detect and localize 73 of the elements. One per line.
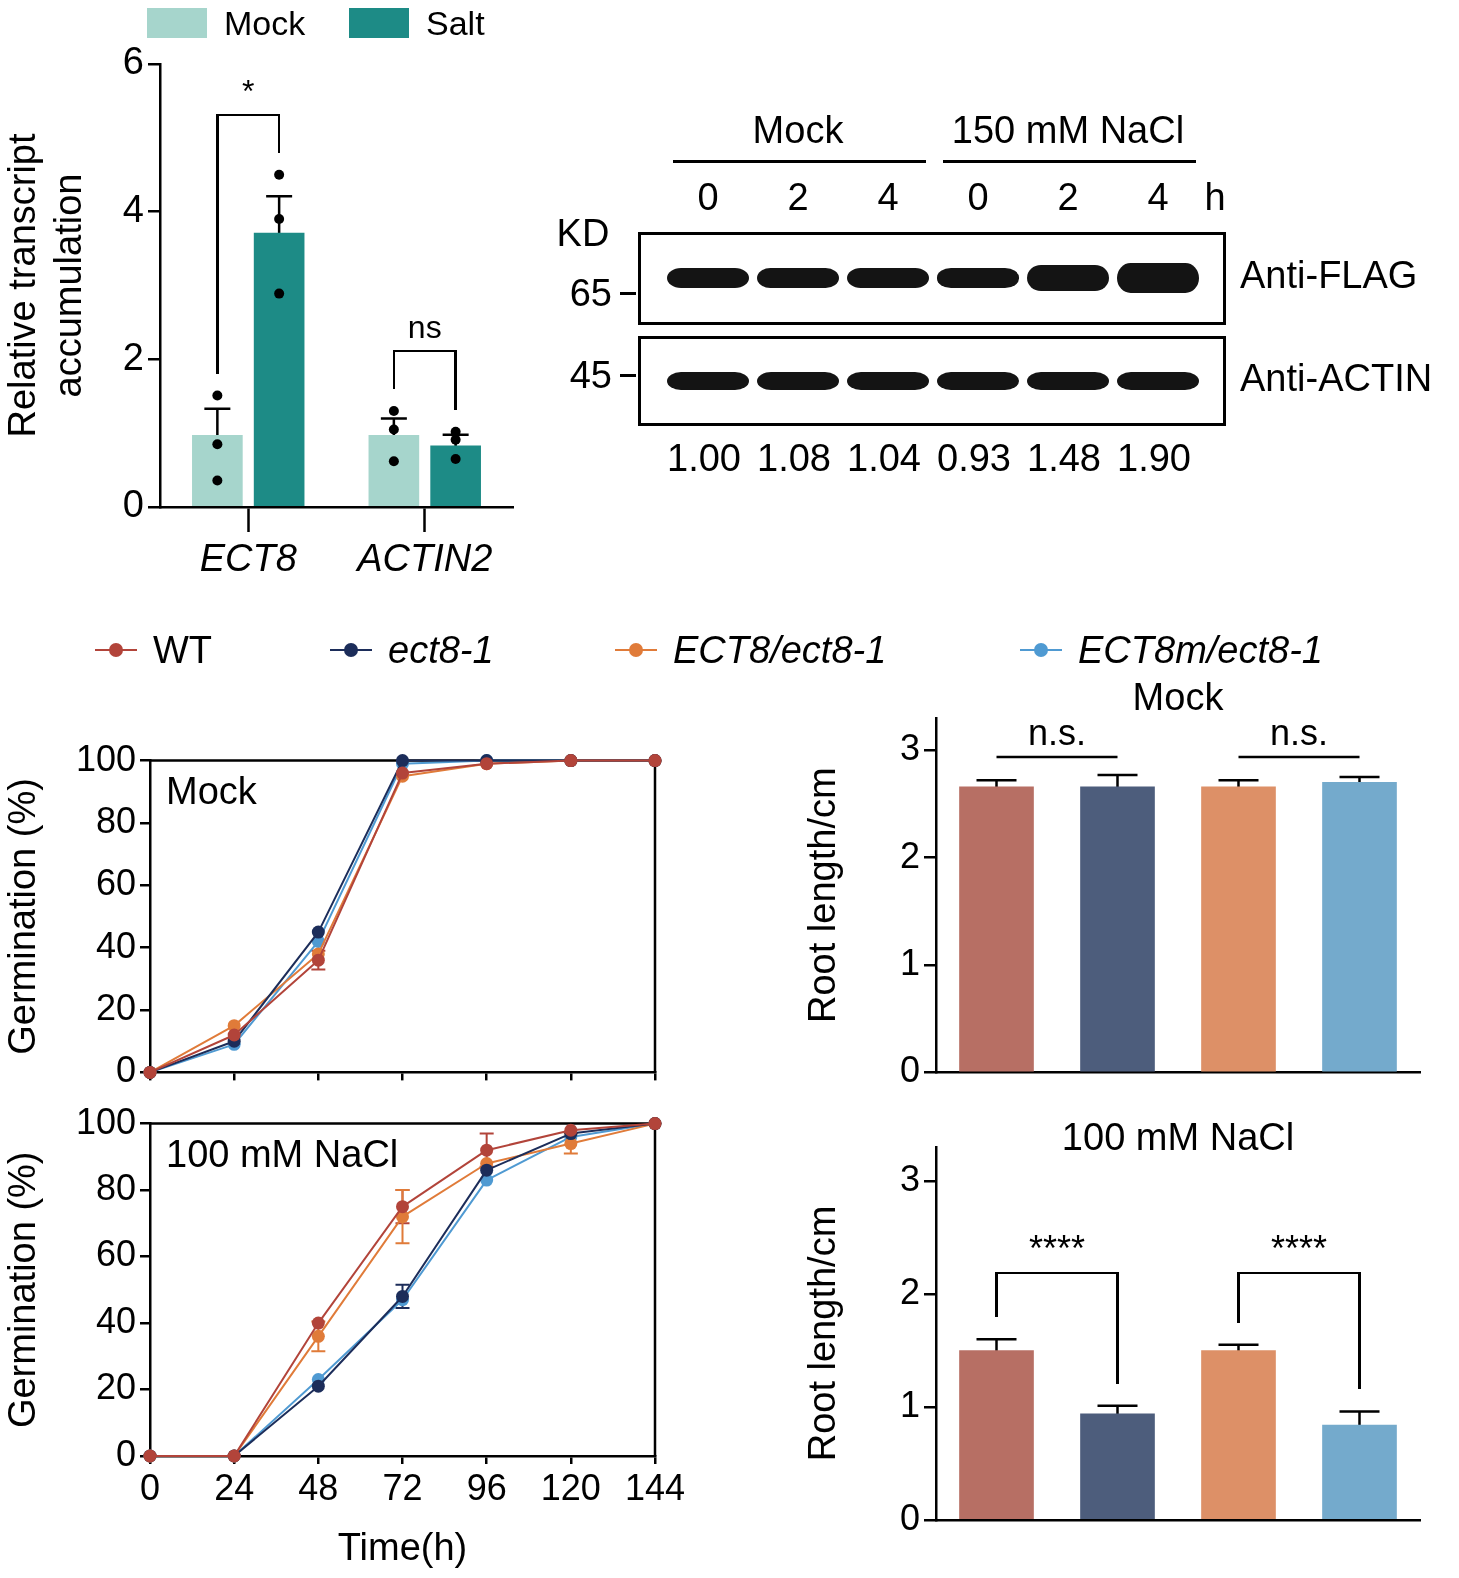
legend-label: Mock [224,4,306,42]
category-label: 2 [1057,176,1079,218]
text: 65 [569,272,612,314]
y-tick-label: 80 [95,799,136,841]
data-label: 1.90 [1117,437,1191,479]
chart-title: Mock [1132,676,1225,719]
x-tick-label: ECT8 [199,537,297,580]
data-label: 1.08 [757,437,831,479]
text: 45 [569,354,612,396]
category-label: 0 [697,176,719,218]
y-tick-label: 20 [95,986,136,1028]
category-label: 4 [1147,176,1169,218]
y-tick-label: 0 [115,1432,136,1474]
text: 150 mM NaCl [951,109,1185,151]
text: Mock [752,109,844,151]
legend-label: ect8-1 [388,629,494,671]
y-tick-label: 0 [899,1496,920,1538]
x-tick-label: 72 [382,1466,423,1508]
x-tick-label: 24 [214,1466,255,1508]
y-tick-label: 0 [115,1049,136,1091]
y-axis-title: Germination (%) [1,1151,44,1429]
data-label: 1.00 [667,437,741,479]
y-tick-label: 80 [95,1167,136,1208]
x-tick-label: ACTIN2 [355,537,493,580]
annotation: n.s. [1027,711,1087,753]
annotation: 100 mM NaCl [166,1133,399,1176]
y-axis-title: Germination (%) [1,778,44,1055]
category-label: 2 [787,176,809,218]
x-tick-label: 144 [624,1466,686,1508]
annotation: n.s. [1269,711,1329,753]
category-label: 0 [967,176,989,218]
y-tick-label: 4 [122,188,144,231]
y-tick-label: 100 [75,1100,136,1142]
y-tick-label: 60 [95,862,136,904]
data-label: 0.93 [937,437,1011,479]
y-tick-label: 20 [95,1366,136,1408]
y-tick-label: 2 [899,834,920,876]
annotation: ns [407,308,442,345]
y-tick-label: 40 [95,924,136,966]
legend-label: ECT8/ect8-1 [673,629,887,671]
annotation: * [242,72,255,109]
annotation: **** [1028,1228,1086,1270]
x-tick-label: 120 [540,1466,601,1508]
text: KD [556,212,610,254]
chart-title: 100 mM NaCl [1061,1116,1295,1159]
y-axis-title: Root length/cm [801,767,844,1023]
y-tick-label: 0 [122,483,144,526]
x-tick-label: 96 [466,1466,507,1508]
y-tick-label: 2 [899,1270,920,1312]
text: Anti-FLAG [1240,254,1418,296]
text: h [1204,176,1226,218]
y-tick-label: 6 [122,40,144,83]
y-axis-title: Relative transcript accumulation [1,133,89,438]
y-tick-label: 1 [899,941,920,983]
text: Anti-ACTIN [1240,357,1433,399]
legend-label: ECT8m/ect8-1 [1078,629,1323,671]
data-label: 1.48 [1027,437,1101,479]
legend-label: WT [153,629,213,671]
y-tick-label: 3 [899,727,920,769]
y-tick-label: 2 [122,335,144,378]
y-tick-label: 40 [95,1299,136,1341]
legend-label: Salt [426,4,485,42]
y-tick-label: 0 [899,1049,920,1091]
y-axis-title: Root length/cm [801,1205,844,1462]
x-axis-title: Time(h) [337,1525,468,1568]
annotation: **** [1270,1228,1328,1270]
x-tick-label: 48 [298,1466,339,1508]
data-label: 1.04 [847,437,921,479]
y-tick-label: 100 [75,737,136,779]
y-tick-label: 60 [95,1233,136,1275]
y-tick-label: 3 [899,1157,920,1199]
y-tick-label: 1 [899,1383,920,1425]
annotation: Mock [166,770,258,813]
